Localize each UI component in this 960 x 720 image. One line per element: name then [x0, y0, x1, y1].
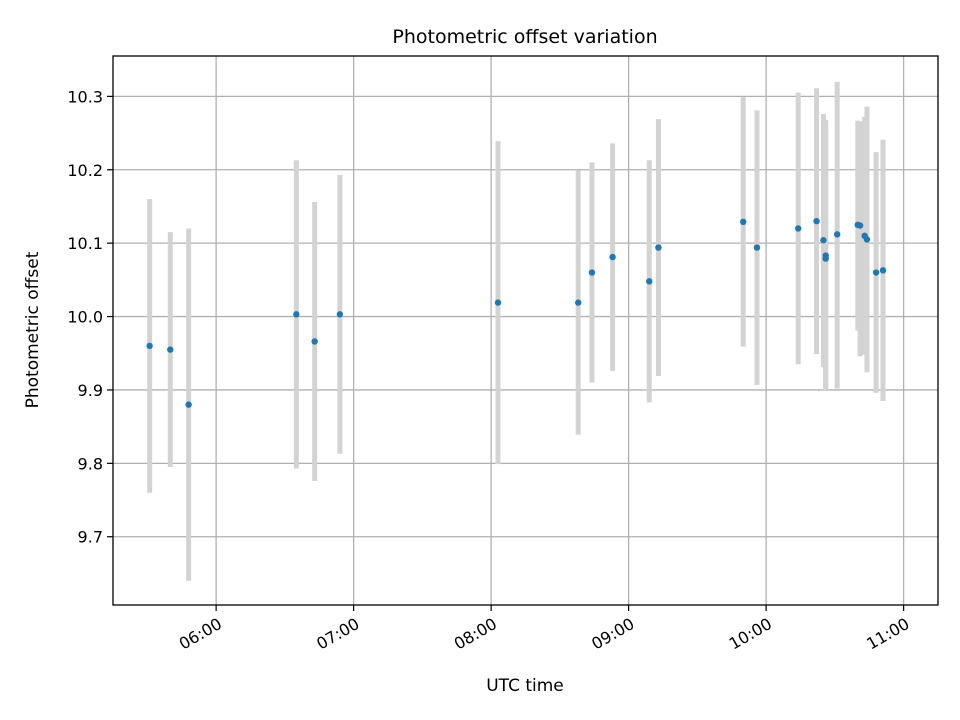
- y-tick-label: 9.7: [78, 528, 103, 547]
- data-point: [589, 269, 595, 275]
- data-point: [857, 222, 863, 228]
- scatter-chart: 06:00 07:00 08:00 09:00 10:00 11:00 9.79.89.9…: [0, 0, 960, 720]
- data-point: [655, 244, 661, 250]
- data-point: [820, 237, 826, 243]
- y-tick-label: 9.9: [78, 381, 103, 400]
- data-point: [293, 311, 299, 317]
- y-tick-label: 10.1: [67, 234, 103, 253]
- y-tick-label: 10.3: [67, 87, 103, 106]
- chart-figure: 06:00 07:00 08:00 09:00 10:00 11:00 9.7 9.8 9.9…: [0, 0, 960, 720]
- data-point: [167, 346, 173, 352]
- data-point: [864, 236, 870, 242]
- data-point: [311, 338, 317, 344]
- data-point: [834, 231, 840, 237]
- data-point: [873, 269, 879, 275]
- y-tick-label: 10.2: [67, 161, 103, 180]
- data-point: [646, 278, 652, 284]
- data-point: [813, 218, 819, 224]
- x-axis-label: UTC time: [486, 676, 564, 696]
- data-point: [185, 401, 191, 407]
- data-point: [337, 311, 343, 317]
- y-axis-label: Photometric offset: [23, 251, 43, 408]
- data-point: [609, 254, 615, 260]
- data-point: [880, 267, 886, 273]
- y-tick-label: 10.0: [67, 308, 103, 327]
- data-point: [740, 219, 746, 225]
- data-point: [495, 299, 501, 305]
- data-point: [146, 343, 152, 349]
- data-point: [754, 244, 760, 250]
- data-point: [575, 299, 581, 305]
- data-point: [795, 225, 801, 231]
- chart-title: Photometric offset variation: [392, 26, 657, 48]
- data-point: [823, 255, 829, 261]
- y-tick-label: 9.8: [78, 454, 103, 473]
